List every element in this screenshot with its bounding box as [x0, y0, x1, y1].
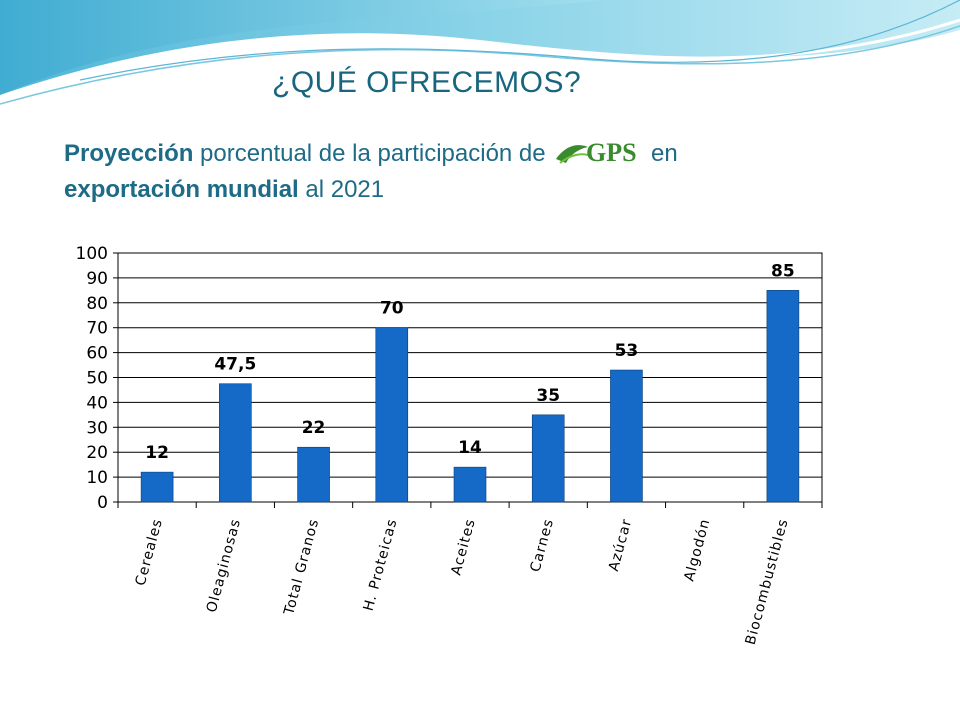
x-category-label: Cereales	[133, 517, 166, 588]
bar	[531, 414, 565, 503]
x-category-label: Biocombustibles	[743, 517, 792, 647]
x-category-label: Oleaginosas	[204, 517, 244, 614]
bar	[140, 471, 174, 503]
data-label: 47,5	[214, 355, 256, 375]
x-category-label: H. Proteicas	[361, 517, 401, 613]
subtitle-bold-1: Proyección	[64, 140, 194, 167]
slide-title: ¿QUÉ OFRECEMOS?	[272, 66, 582, 99]
bar	[766, 290, 800, 503]
y-tick-label: 30	[86, 418, 108, 438]
subtitle-text-3: al 2021	[298, 176, 385, 203]
data-label: 70	[380, 299, 404, 319]
data-label: 12	[145, 443, 169, 463]
x-category-label: Azúcar	[606, 517, 635, 573]
bar	[297, 446, 330, 503]
data-label: 85	[771, 261, 795, 281]
y-tick-label: 0	[97, 493, 108, 513]
y-tick-label: 80	[86, 294, 108, 314]
data-label: 35	[536, 386, 560, 406]
gps-logo: GPS	[556, 138, 637, 167]
y-tick-label: 20	[86, 443, 108, 463]
bar	[375, 327, 409, 503]
subtitle-bold-2: exportación mundial	[64, 176, 299, 203]
y-tick-label: 90	[86, 269, 108, 289]
subtitle-text-2: en	[644, 140, 678, 167]
subtitle-text-1: porcentual de la participación de	[193, 140, 546, 167]
bar	[610, 369, 643, 503]
slide-subtitle: Proyección porcentual de la participació…	[64, 136, 864, 208]
data-label: 14	[458, 438, 482, 458]
data-label: 53	[615, 341, 639, 361]
bar	[453, 466, 487, 503]
y-tick-label: 40	[86, 393, 108, 413]
bar	[219, 383, 252, 503]
y-tick-label: 50	[86, 369, 108, 389]
y-tick-label: 70	[86, 319, 108, 339]
x-category-label: Total Granos	[281, 517, 322, 618]
y-tick-label: 60	[86, 344, 108, 364]
y-tick-label: 10	[86, 468, 108, 488]
x-category-label: Algodón	[681, 517, 713, 583]
x-category-label: Carnes	[527, 517, 557, 574]
logo-text: GPS	[586, 138, 637, 167]
y-tick-label: 100	[76, 244, 108, 264]
data-label: 22	[302, 418, 326, 438]
x-category-label: Aceites	[448, 517, 478, 577]
